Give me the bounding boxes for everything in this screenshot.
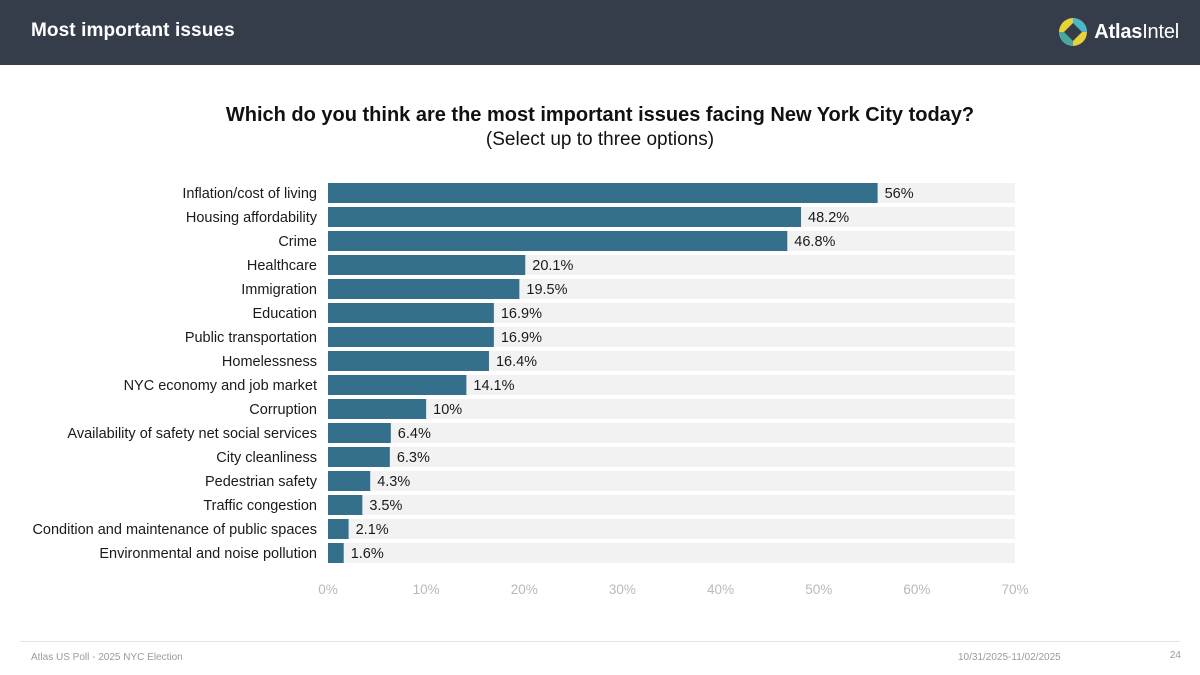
data-label: 56% xyxy=(885,186,914,202)
bar-1 xyxy=(328,183,878,203)
category-label: Environmental and noise pollution xyxy=(99,546,317,562)
data-label: 4.3% xyxy=(377,474,410,490)
data-label: 1.6% xyxy=(351,546,384,562)
x-tick-label: 20% xyxy=(511,582,538,597)
x-tick-label: 60% xyxy=(903,582,930,597)
bar-track xyxy=(328,543,1015,563)
bar-track xyxy=(328,447,1015,467)
bar-track xyxy=(328,423,1015,443)
header-bar: Most important issues AtlasIntel xyxy=(0,0,1200,65)
chart-subtitle: (Select up to three options) xyxy=(485,129,715,150)
data-label: 6.3% xyxy=(397,450,430,466)
category-label: Availability of safety net social servic… xyxy=(67,426,317,442)
bar-11 xyxy=(328,423,391,443)
category-label: Education xyxy=(253,306,318,322)
data-label: 19.5% xyxy=(526,282,567,298)
bar-7 xyxy=(328,327,494,347)
bar-14 xyxy=(328,495,363,515)
data-label: 16.4% xyxy=(496,354,537,370)
category-label: Homelessness xyxy=(222,354,317,370)
bar-2 xyxy=(328,207,802,227)
data-label: 48.2% xyxy=(808,210,849,226)
category-label: Corruption xyxy=(249,402,317,418)
category-label: Crime xyxy=(278,234,317,250)
page-number: 24 xyxy=(1169,650,1181,661)
data-label: 16.9% xyxy=(501,306,542,322)
category-label: Inflation/cost of living xyxy=(182,186,317,202)
bar-5 xyxy=(328,279,520,299)
bar-16 xyxy=(328,543,344,563)
bar-13 xyxy=(328,471,371,491)
category-label: Housing affordability xyxy=(186,210,318,226)
bar-track xyxy=(328,375,1015,395)
x-tick-label: 10% xyxy=(413,582,440,597)
bar-15 xyxy=(328,519,349,539)
brand-name-light: Intel xyxy=(1142,20,1179,43)
category-label: Healthcare xyxy=(247,258,317,274)
category-label: Immigration xyxy=(241,282,317,298)
chart-title: Which do you think are the most importan… xyxy=(225,104,975,126)
category-label: Condition and maintenance of public spac… xyxy=(32,522,317,538)
bar-3 xyxy=(328,231,788,251)
page-title: Most important issues xyxy=(31,20,235,41)
data-label: 20.1% xyxy=(532,258,573,274)
data-label: 46.8% xyxy=(794,234,835,250)
data-label: 3.5% xyxy=(369,498,402,514)
x-tick-label: 0% xyxy=(318,582,338,597)
data-label: 14.1% xyxy=(473,378,514,394)
data-label: 6.4% xyxy=(398,426,431,442)
footer-source: Atlas US Poll - 2025 NYC Election xyxy=(31,652,183,663)
bar-12 xyxy=(328,447,390,467)
bar-track xyxy=(328,399,1015,419)
data-label: 10% xyxy=(433,402,462,418)
x-tick-label: 40% xyxy=(707,582,734,597)
category-label: City cleanliness xyxy=(216,450,317,466)
data-label: 16.9% xyxy=(501,330,542,346)
brand-logo: AtlasIntel xyxy=(1058,17,1179,47)
bar-10 xyxy=(328,399,427,419)
bar-6 xyxy=(328,303,494,323)
brand-name: AtlasIntel xyxy=(1094,21,1179,44)
x-tick-label: 50% xyxy=(805,582,832,597)
category-label: Pedestrian safety xyxy=(205,474,318,490)
bar-track xyxy=(328,471,1015,491)
bar-track xyxy=(328,351,1015,371)
x-tick-label: 70% xyxy=(1001,582,1028,597)
brand-name-bold: Atlas xyxy=(1094,20,1143,43)
bar-8 xyxy=(328,351,489,371)
bar-9 xyxy=(328,375,467,395)
bar-4 xyxy=(328,255,526,275)
data-label: 2.1% xyxy=(356,522,389,538)
category-label: Traffic congestion xyxy=(203,498,317,514)
bar-track xyxy=(328,519,1015,539)
footer-date-range: 10/31/2025-11/02/2025 xyxy=(958,652,1061,663)
footer-divider xyxy=(20,641,1180,642)
atlasintel-logo-icon xyxy=(1059,18,1088,46)
category-label: NYC economy and job market xyxy=(124,378,317,394)
bar-track xyxy=(328,303,1015,323)
x-tick-label: 30% xyxy=(609,582,636,597)
bar-track xyxy=(328,495,1015,515)
bar-track xyxy=(328,327,1015,347)
category-label: Public transportation xyxy=(185,330,317,346)
